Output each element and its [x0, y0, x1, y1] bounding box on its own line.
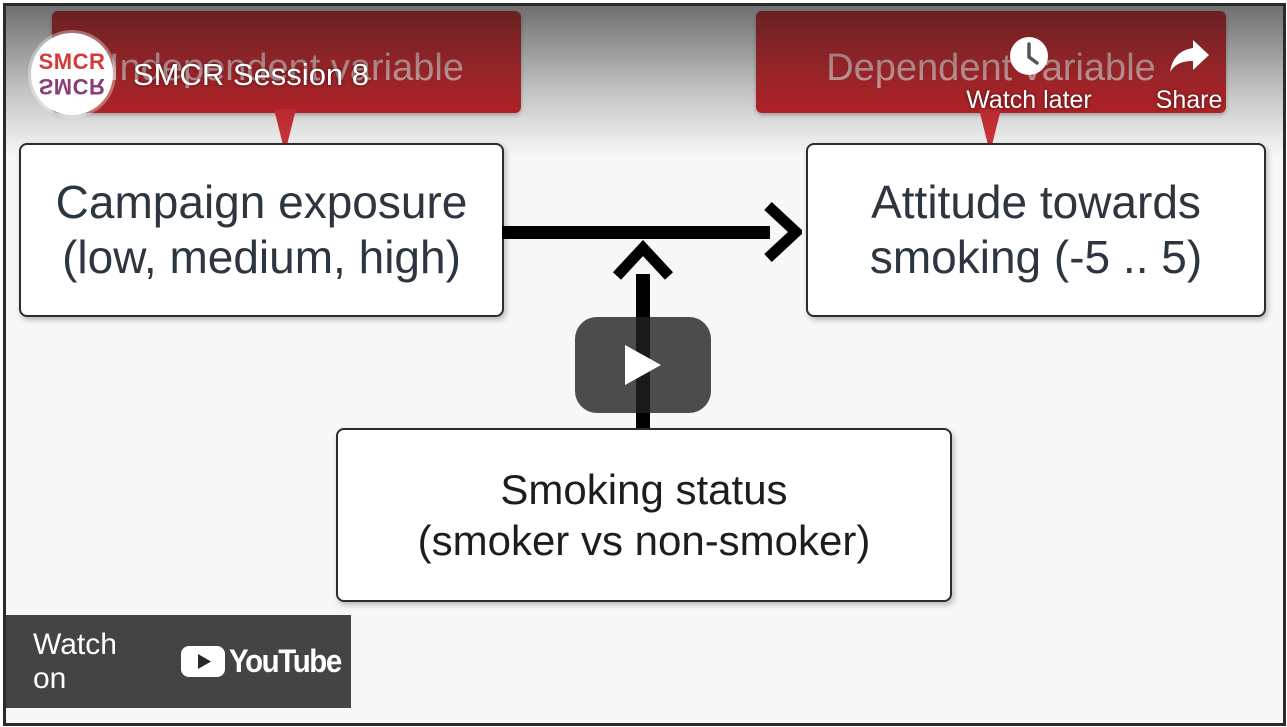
channel-logo-reflection: SMCR: [38, 74, 106, 99]
campaign-exposure-box: Campaign exposure (low, medium, high): [19, 143, 504, 317]
watch-later-label: Watch later: [966, 86, 1092, 114]
share-button[interactable]: Share: [1134, 34, 1244, 115]
attitude-line2: smoking (-5 .. 5): [869, 231, 1203, 283]
smoking-status-line1: Smoking status: [500, 465, 788, 513]
youtube-logo-icon: [181, 646, 226, 677]
attitude-line1: Attitude towards: [871, 175, 1201, 228]
watch-on-label: Watch on: [33, 627, 117, 695]
channel-logo-text: SMCR: [38, 49, 106, 74]
vertical-arrow-head: [612, 240, 674, 280]
smoking-status-box: Smoking status (smoker vs non-smoker): [336, 428, 952, 602]
youtube-wordmark: YouTube: [229, 643, 342, 679]
youtube-logo: YouTube: [181, 643, 351, 680]
play-button[interactable]: [575, 317, 711, 413]
channel-avatar[interactable]: SMCR SMCR: [31, 33, 113, 115]
video-player[interactable]: Independent variable Dependent variable …: [3, 3, 1286, 726]
clock-icon: [1010, 37, 1048, 75]
watch-on-youtube-button[interactable]: Watch on YouTube: [6, 615, 351, 708]
campaign-exposure-line2: (low, medium, high): [62, 231, 461, 283]
attitude-box: Attitude towards smoking (-5 .. 5): [806, 143, 1266, 317]
share-label: Share: [1155, 86, 1223, 114]
horizontal-arrow-shaft: [502, 226, 770, 239]
share-arrow-icon: [1170, 40, 1209, 72]
video-title[interactable]: SMCR Session 8: [133, 57, 370, 92]
smoking-status-line2: (smoker vs non-smoker): [417, 517, 871, 564]
watch-later-button[interactable]: Watch later: [966, 34, 1092, 115]
play-icon: [625, 345, 661, 385]
campaign-exposure-line1: Campaign exposure: [55, 175, 468, 228]
horizontal-arrow-head: [764, 202, 802, 262]
